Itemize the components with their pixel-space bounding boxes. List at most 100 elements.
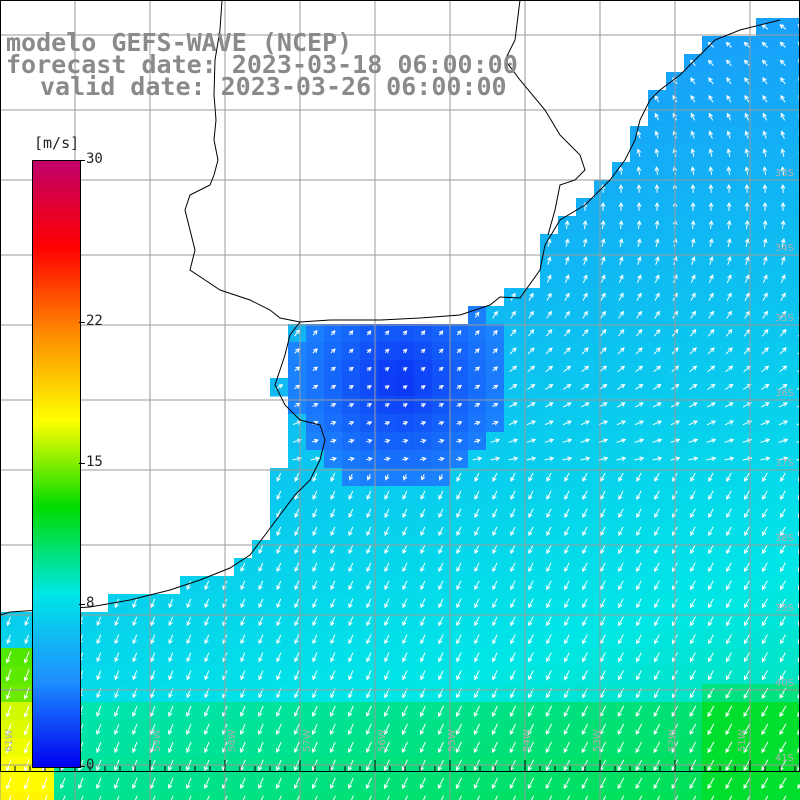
- wind-arrow: [24, 616, 30, 627]
- wind-arrow: [384, 456, 391, 462]
- wind-arrow: [725, 383, 734, 390]
- wind-arrow: [564, 634, 570, 645]
- wind-arrow: [186, 670, 192, 681]
- wind-arrow: [760, 420, 771, 426]
- wind-arrow: [564, 526, 570, 537]
- wind-arrow: [294, 580, 300, 591]
- wind-arrow: [366, 490, 372, 500]
- wind-arrow: [690, 544, 696, 555]
- wind-arrow: [564, 508, 570, 519]
- wind-arrow: [384, 366, 390, 372]
- wind-arrow: [708, 148, 714, 157]
- wind-arrow: [546, 598, 552, 609]
- wind-arrow: [599, 365, 608, 373]
- wind-speed-cell: [450, 792, 469, 800]
- wind-arrow: [150, 741, 156, 754]
- wind-speed-cell: [792, 720, 800, 739]
- wind-arrow: [654, 238, 660, 248]
- wind-arrow: [654, 130, 660, 139]
- wind-arrow: [276, 616, 282, 627]
- wind-speed-cell: [792, 216, 800, 235]
- wind-arrow: [420, 526, 426, 537]
- wind-arrow: [474, 490, 480, 500]
- wind-arrow: [258, 544, 264, 555]
- wind-arrow: [636, 202, 642, 211]
- wind-arrow: [293, 723, 300, 736]
- wind-arrow: [564, 616, 570, 627]
- wind-arrow: [368, 795, 372, 800]
- wind-arrow: [114, 723, 120, 735]
- wind-arrow: [546, 472, 552, 482]
- wind-arrow: [527, 384, 536, 390]
- wind-arrow: [474, 598, 480, 609]
- wind-arrow: [240, 598, 246, 609]
- wind-arrow: [438, 508, 444, 519]
- wind-arrow: [617, 384, 626, 390]
- wind-arrow: [23, 669, 30, 682]
- wind-arrow: [600, 580, 606, 591]
- wind-arrow: [634, 402, 644, 408]
- wind-arrow: [474, 544, 480, 555]
- wind-arrow: [492, 616, 498, 627]
- wind-arrow: [725, 59, 732, 67]
- wind-arrow: [294, 348, 300, 354]
- latitude-label: 39S: [775, 603, 794, 614]
- wind-arrow: [602, 795, 607, 800]
- wind-arrow: [636, 292, 642, 301]
- wind-arrow: [330, 421, 337, 426]
- wind-arrow: [780, 562, 786, 573]
- wind-arrow: [689, 365, 698, 373]
- wind-arrow: [780, 292, 786, 301]
- wind-arrow: [420, 580, 426, 591]
- wind-arrow: [618, 562, 624, 573]
- wind-arrow: [473, 438, 481, 444]
- wind-arrow: [348, 330, 354, 336]
- wind-arrow: [348, 473, 354, 481]
- wind-arrow: [330, 526, 336, 537]
- wind-arrow: [762, 526, 768, 537]
- wind-arrow: [636, 274, 642, 283]
- wind-arrow: [276, 490, 282, 500]
- wind-arrow: [617, 777, 625, 790]
- wind-arrow: [636, 670, 642, 681]
- wind-arrow: [311, 723, 318, 736]
- wind-arrow: [635, 741, 643, 754]
- wind-arrow: [402, 616, 408, 627]
- wind-arrow: [781, 256, 786, 266]
- wind-arrow: [725, 741, 733, 754]
- wind-arrow: [690, 184, 696, 193]
- wind-arrow: [762, 652, 768, 663]
- wind-arrow: [402, 403, 408, 408]
- wind-arrow: [492, 348, 498, 354]
- wind-arrow: [546, 274, 552, 283]
- wind-arrow: [474, 348, 480, 354]
- wind-arrow: [761, 328, 769, 337]
- wind-arrow: [761, 723, 769, 736]
- wind-arrow: [527, 777, 535, 790]
- wind-arrow: [150, 652, 156, 663]
- wind-arrow: [548, 795, 553, 800]
- wind-arrow: [384, 670, 390, 681]
- wind-arrow: [258, 562, 264, 573]
- wind-arrow: [383, 705, 390, 718]
- wind-arrow: [654, 220, 660, 229]
- wind-arrow: [23, 777, 30, 790]
- wind-arrow: [420, 490, 426, 500]
- wind-arrow: [310, 456, 321, 462]
- wind-arrow: [437, 777, 444, 790]
- wind-arrow: [706, 438, 717, 443]
- wind-arrow: [384, 508, 390, 519]
- wind-arrow: [708, 490, 714, 501]
- colorbar: [32, 160, 81, 768]
- wind-arrow: [744, 598, 750, 609]
- wind-arrow: [330, 403, 337, 408]
- wind-arrow: [743, 41, 750, 48]
- wind-arrow: [312, 472, 318, 482]
- wind-arrow: [330, 384, 337, 390]
- wind-arrow: [330, 366, 336, 372]
- longitude-label: 52W: [667, 729, 678, 752]
- wind-arrow: [545, 777, 553, 790]
- wind-arrow: [492, 490, 498, 500]
- wind-arrow: [366, 580, 372, 591]
- wind-arrow: [312, 508, 318, 518]
